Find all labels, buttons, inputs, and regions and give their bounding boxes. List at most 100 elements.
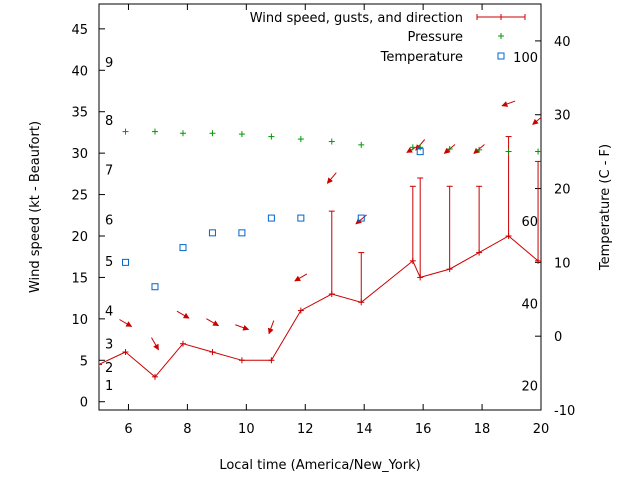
axes-layer: 6 8 10 12 14 16 18 20051015202530354045-1001020… bbox=[71, 4, 575, 437]
wind-speed-line bbox=[99, 235, 539, 378]
wind-speed-point bbox=[297, 307, 304, 314]
temperature-point bbox=[151, 283, 159, 291]
arrow-head bbox=[326, 177, 333, 184]
plot-frame bbox=[98, 3, 542, 411]
legend-wind-marker bbox=[498, 14, 504, 20]
pressure-point bbox=[209, 130, 216, 137]
wind-speed-point bbox=[505, 233, 512, 239]
pressure-point bbox=[328, 138, 335, 145]
wind-speed-point bbox=[151, 373, 158, 380]
arrow-head bbox=[153, 343, 159, 351]
temperature-point bbox=[238, 229, 246, 237]
arrow-head bbox=[267, 327, 274, 335]
pressure-point bbox=[446, 146, 453, 152]
wind-speed-point bbox=[268, 357, 275, 364]
x-tick-label: 6 bbox=[124, 422, 132, 437]
legend-label: Wind speed, gusts, and direction bbox=[250, 11, 463, 26]
y-tick-label: 10 bbox=[71, 313, 88, 328]
y2-tick-label: 40 bbox=[554, 35, 571, 50]
arrow-head bbox=[212, 320, 220, 327]
y2-tick-label: 10 bbox=[554, 256, 571, 271]
fahrenheit-label: 100 bbox=[513, 51, 538, 66]
x-tick-label: 8 bbox=[183, 422, 191, 437]
arrow-head bbox=[125, 321, 133, 327]
y-tick-label: 40 bbox=[71, 64, 88, 79]
pressure-point bbox=[179, 130, 186, 137]
y-tick-label: 20 bbox=[71, 230, 88, 245]
wind-speed-point bbox=[328, 291, 335, 297]
y2-axis-label: Temperature (C - F) bbox=[598, 144, 613, 271]
temperature-point bbox=[208, 229, 216, 237]
wind-direction-arrow bbox=[501, 100, 516, 107]
y2-tick-label: 20 bbox=[554, 183, 571, 198]
y2-tick-label: 0 bbox=[554, 330, 562, 345]
beaufort-label: 4 bbox=[105, 305, 113, 320]
temperature-point bbox=[416, 148, 424, 156]
wind-direction-arrow bbox=[326, 172, 337, 184]
pressure-point bbox=[535, 148, 541, 155]
wind-speed-point bbox=[476, 249, 483, 256]
wind-speed-point bbox=[122, 349, 129, 355]
wind-direction-arrow bbox=[151, 337, 159, 351]
x-tick-label: 18 bbox=[474, 422, 491, 437]
x-tick-label: 14 bbox=[356, 422, 373, 437]
temperature-point bbox=[179, 244, 187, 252]
beaufort-label: 2 bbox=[105, 361, 113, 376]
legend-temperature-marker bbox=[497, 52, 505, 60]
wind-speed-point bbox=[238, 357, 245, 364]
x-tick-label: 10 bbox=[238, 422, 255, 437]
beaufort-label: 3 bbox=[105, 338, 113, 353]
beaufort-label: 5 bbox=[105, 255, 113, 270]
y-tick-label: 30 bbox=[71, 147, 88, 162]
temperature-point bbox=[267, 214, 275, 222]
arrow-head bbox=[182, 312, 190, 319]
wind-speed-point bbox=[535, 257, 541, 264]
temperature-point bbox=[122, 258, 130, 266]
y-axis-label: Wind speed (kt - Beaufort) bbox=[28, 121, 43, 293]
legend-label: Pressure bbox=[407, 30, 463, 45]
series-layer bbox=[99, 100, 541, 380]
arrow-head bbox=[532, 118, 539, 125]
pressure-point bbox=[122, 128, 129, 135]
x-axis-label: Local time (America/New_York) bbox=[219, 458, 420, 473]
arrow-head bbox=[501, 101, 509, 107]
y-tick-label: 35 bbox=[71, 106, 88, 121]
x-tick-label: 20 bbox=[533, 422, 550, 437]
wind-direction-arrow bbox=[355, 214, 367, 225]
wind-direction-arrow bbox=[294, 273, 308, 282]
arrow-head bbox=[406, 147, 413, 153]
wind-direction-arrow bbox=[176, 310, 190, 319]
fahrenheit-label: 20 bbox=[521, 380, 538, 395]
wind-speed-point bbox=[179, 340, 186, 347]
temperature-point bbox=[357, 214, 365, 222]
pressure-point bbox=[358, 141, 365, 148]
wind-direction-arrow bbox=[235, 324, 250, 331]
y-tick-label: 45 bbox=[71, 23, 88, 38]
y2-tick-label: 30 bbox=[554, 109, 571, 124]
wind-direction-arrow bbox=[206, 318, 220, 327]
y-tick-label: 25 bbox=[71, 189, 88, 204]
legend-label: Temperature bbox=[380, 50, 463, 65]
arrow-head bbox=[294, 275, 301, 282]
beaufort-label: 6 bbox=[105, 213, 113, 228]
pressure-point bbox=[238, 131, 245, 138]
beaufort-label: 8 bbox=[105, 114, 113, 129]
pressure-point bbox=[151, 128, 158, 135]
x-tick-label: 16 bbox=[415, 422, 432, 437]
arrow-head bbox=[242, 324, 250, 331]
y-tick-label: 0 bbox=[80, 396, 88, 411]
y2-tick-label: -10 bbox=[554, 404, 575, 419]
pressure-point bbox=[409, 144, 416, 151]
wind-speed-point bbox=[358, 299, 365, 306]
pressure-point bbox=[297, 136, 304, 143]
wind-speed-point bbox=[209, 349, 216, 355]
wind-direction-arrow bbox=[119, 319, 133, 327]
wind-speed-point bbox=[446, 266, 453, 273]
beaufort-label: 7 bbox=[105, 164, 113, 179]
pressure-point bbox=[476, 146, 483, 153]
fahrenheit-label: 60 bbox=[521, 215, 538, 230]
pressure-point bbox=[268, 133, 275, 140]
wind-speed-point bbox=[99, 361, 102, 368]
wind-speed-point bbox=[409, 257, 416, 264]
